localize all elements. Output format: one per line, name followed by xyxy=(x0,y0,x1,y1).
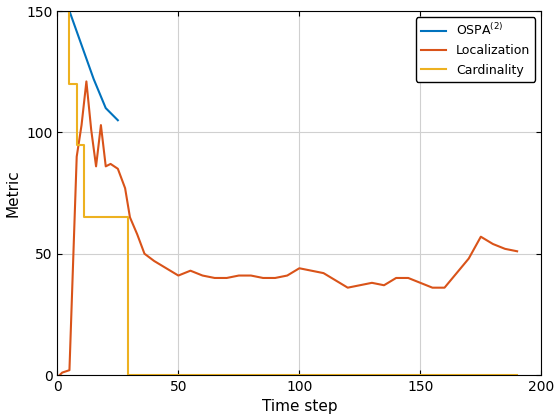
Localization xyxy=(514,249,520,254)
Cardinality xyxy=(57,8,63,13)
Cardinality xyxy=(124,215,131,220)
Localization xyxy=(393,276,399,281)
Cardinality xyxy=(127,373,133,378)
Y-axis label: Metric: Metric xyxy=(6,169,21,217)
Localization xyxy=(211,276,218,281)
Localization xyxy=(134,232,141,237)
Localization xyxy=(405,276,412,281)
Localization xyxy=(93,164,100,169)
Cardinality xyxy=(66,8,73,13)
Localization xyxy=(223,276,230,281)
Line: Localization: Localization xyxy=(60,81,517,375)
OSPA$^{(2)}$ xyxy=(78,42,85,47)
Localization xyxy=(453,270,460,276)
Localization xyxy=(381,283,388,288)
Line: Cardinality: Cardinality xyxy=(60,11,517,375)
Localization xyxy=(320,270,327,276)
Cardinality xyxy=(66,81,73,87)
Localization xyxy=(235,273,242,278)
Localization xyxy=(441,285,448,290)
Localization xyxy=(489,241,496,247)
OSPA$^{(2)}$ xyxy=(66,8,73,13)
Localization xyxy=(272,276,278,281)
OSPA$^{(2)}$ xyxy=(57,8,63,13)
Cardinality xyxy=(124,373,131,378)
Localization xyxy=(344,285,351,290)
Localization xyxy=(59,370,66,375)
Localization xyxy=(187,268,194,273)
Localization xyxy=(73,154,80,159)
Localization xyxy=(83,79,90,84)
Localization xyxy=(478,234,484,239)
Cardinality xyxy=(81,142,87,147)
X-axis label: Time step: Time step xyxy=(262,399,337,415)
Localization xyxy=(163,266,170,271)
Localization xyxy=(465,256,472,261)
Localization xyxy=(88,127,95,132)
Localization xyxy=(284,273,291,278)
Localization xyxy=(66,368,73,373)
Localization xyxy=(122,186,128,191)
Line: OSPA$^{(2)}$: OSPA$^{(2)}$ xyxy=(60,11,118,120)
Localization xyxy=(107,161,114,166)
Localization xyxy=(357,283,363,288)
Localization xyxy=(260,276,267,281)
Cardinality xyxy=(88,215,95,220)
Localization xyxy=(368,280,375,285)
Localization xyxy=(429,285,436,290)
Cardinality xyxy=(514,373,520,378)
Localization xyxy=(78,123,85,128)
Localization xyxy=(332,278,339,283)
Localization xyxy=(308,268,315,273)
Localization xyxy=(296,266,303,271)
OSPA$^{(2)}$ xyxy=(90,76,97,81)
Localization xyxy=(248,273,254,278)
Localization xyxy=(114,166,121,171)
Localization xyxy=(141,251,148,256)
OSPA$^{(2)}$ xyxy=(114,118,121,123)
Localization xyxy=(151,258,157,263)
Localization xyxy=(175,273,181,278)
Localization xyxy=(417,280,424,285)
Cardinality xyxy=(73,81,80,87)
Cardinality xyxy=(81,215,87,220)
Localization xyxy=(102,164,109,169)
OSPA$^{(2)}$ xyxy=(102,105,109,110)
Localization xyxy=(57,373,63,378)
Localization xyxy=(97,123,104,128)
Localization xyxy=(502,247,508,252)
Localization xyxy=(127,215,133,220)
Localization xyxy=(199,273,206,278)
Cardinality xyxy=(73,142,80,147)
Legend: OSPA$^{(2)}$, Localization, Cardinality: OSPA$^{(2)}$, Localization, Cardinality xyxy=(416,17,535,82)
Cardinality xyxy=(88,215,95,220)
